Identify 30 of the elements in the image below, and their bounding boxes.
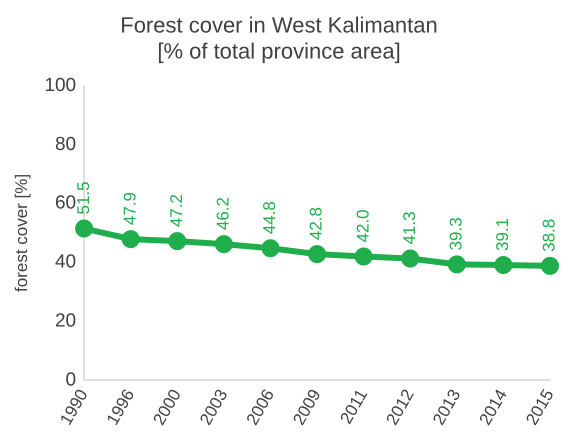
y-tick-label: 0: [66, 369, 76, 390]
data-label: 47.2: [166, 194, 186, 228]
data-label: 39.1: [493, 218, 512, 251]
point: [401, 250, 420, 268]
y-tick-label: 100: [44, 75, 76, 96]
y-tick-label: 80: [54, 134, 76, 155]
point: [75, 220, 94, 238]
data-label: 42.0: [353, 209, 372, 242]
data-label: 46.2: [214, 197, 233, 230]
point: [168, 232, 186, 250]
data-label: 41.3: [400, 211, 419, 245]
point: [494, 256, 512, 274]
point: [214, 235, 233, 254]
data-label: 44.8: [260, 201, 280, 234]
chart-subtitle: [% of total province area]: [157, 38, 401, 64]
point: [122, 230, 140, 248]
point: [261, 239, 280, 258]
data-label: 42.8: [306, 207, 326, 240]
chart-title: Forest cover in West Kalimantan: [120, 12, 438, 38]
point: [541, 256, 559, 275]
point: [354, 247, 373, 266]
y-axis-title: forest cover [%]: [12, 174, 31, 292]
y-tick-label: 60: [54, 192, 76, 214]
data-label: 39.3: [446, 217, 466, 250]
y-tick-label: 20: [54, 310, 76, 332]
data-label: 47.9: [120, 192, 140, 226]
y-tick-label: 40: [54, 252, 76, 273]
point: [308, 245, 326, 264]
data-label: 38.8: [540, 218, 559, 252]
point: [448, 255, 466, 274]
